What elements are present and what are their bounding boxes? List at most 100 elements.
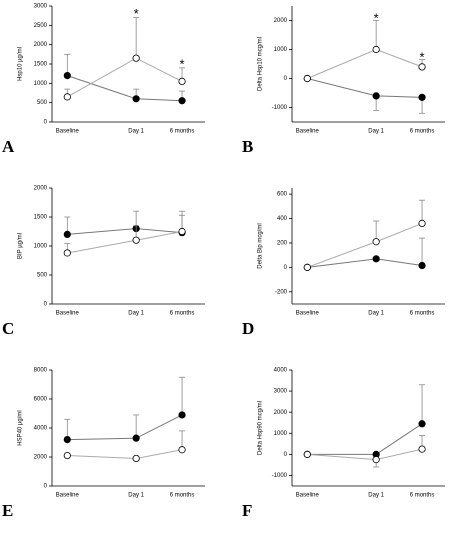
- annotation: *: [134, 6, 139, 21]
- marker: [132, 236, 140, 244]
- y-tick-label: 600: [277, 192, 288, 198]
- marker: [372, 255, 380, 263]
- series-line: [307, 78, 423, 98]
- x-tick-label: Day 1: [368, 493, 384, 499]
- y-tick-label: 2000: [34, 455, 48, 461]
- marker: [178, 77, 186, 86]
- y-tick-label: 0: [44, 484, 48, 490]
- panel-letter: F: [242, 501, 252, 520]
- x-tick-label: Day 1: [128, 311, 144, 317]
- marker: [132, 95, 140, 103]
- y-axis-label: BIP µg/ml: [18, 233, 24, 259]
- series-line: [67, 75, 183, 102]
- y-tick-label: 2000: [34, 186, 48, 192]
- y-tick-label: 500: [37, 273, 48, 279]
- series-line: [307, 222, 423, 268]
- marker: [303, 263, 311, 271]
- y-tick-label: 3000: [34, 4, 48, 10]
- y-axis-label: Delta Bip mcg/ml: [258, 223, 264, 268]
- x-tick-label: Day 1: [128, 493, 144, 499]
- y-axis-label: Hsp10 µg/ml: [18, 47, 24, 81]
- panel-letter: D: [242, 319, 254, 338]
- series-line: [67, 57, 183, 98]
- annotation: *: [420, 50, 425, 65]
- marker: [63, 249, 71, 257]
- x-tick-label: 6 months: [410, 311, 435, 317]
- y-tick-label: -200: [275, 289, 288, 295]
- x-tick-label: 6 months: [170, 311, 195, 317]
- marker: [418, 63, 426, 71]
- x-tick-label: 6 months: [170, 493, 195, 499]
- y-tick-label: 0: [284, 452, 288, 458]
- y-axis-label: Delta Hsp10 mcg/ml: [258, 37, 264, 91]
- marker: [372, 238, 380, 246]
- marker: [63, 230, 71, 238]
- y-tick-label: 2000: [274, 410, 288, 416]
- marker: [63, 451, 71, 460]
- y-tick-label: 200: [277, 241, 288, 247]
- marker: [372, 456, 380, 464]
- x-tick-label: Baseline: [56, 493, 80, 499]
- panel-letter: A: [2, 137, 15, 156]
- series-line: [67, 228, 183, 235]
- annotation: *: [374, 11, 379, 26]
- marker: [63, 435, 71, 444]
- x-tick-label: Baseline: [296, 129, 320, 135]
- marker: [178, 411, 186, 419]
- y-tick-label: 1000: [34, 244, 48, 250]
- marker: [303, 450, 311, 458]
- y-tick-label: 0: [284, 76, 288, 82]
- x-tick-label: Baseline: [296, 493, 320, 499]
- y-tick-label: 2000: [274, 18, 288, 24]
- marker: [132, 434, 140, 442]
- marker: [418, 420, 426, 428]
- series-line: [307, 258, 423, 268]
- panel-letter: C: [2, 319, 14, 338]
- series-line: [307, 423, 423, 455]
- y-tick-label: 2500: [34, 23, 48, 29]
- marker: [178, 446, 186, 454]
- marker: [418, 93, 426, 101]
- marker: [418, 219, 426, 228]
- series-line: [67, 231, 183, 254]
- x-tick-label: Day 1: [128, 129, 144, 135]
- y-tick-label: 1000: [274, 47, 288, 53]
- annotation: *: [180, 57, 185, 72]
- marker: [132, 54, 140, 62]
- y-tick-label: 4000: [274, 368, 288, 374]
- marker: [178, 227, 186, 236]
- marker: [303, 74, 311, 83]
- y-tick-label: 400: [277, 216, 288, 222]
- y-tick-label: 3000: [274, 389, 288, 395]
- y-tick-label: 0: [284, 265, 288, 271]
- x-tick-label: 6 months: [410, 493, 435, 499]
- y-tick-label: 0: [44, 302, 48, 308]
- marker: [132, 454, 140, 463]
- marker: [372, 45, 380, 54]
- marker: [63, 72, 71, 80]
- series-line: [307, 48, 423, 79]
- y-tick-label: 6000: [34, 397, 48, 403]
- y-tick-label: 8000: [34, 368, 48, 374]
- marker: [418, 445, 426, 453]
- marker: [178, 97, 186, 105]
- panel-letter: E: [2, 501, 13, 520]
- y-tick-label: 1500: [34, 215, 48, 221]
- y-tick-label: 1000: [274, 431, 288, 437]
- series-line: [67, 449, 183, 459]
- y-tick-label: 0: [44, 120, 48, 126]
- y-tick-label: -1000: [272, 473, 288, 479]
- y-tick-label: 1500: [34, 62, 48, 68]
- x-tick-label: 6 months: [410, 129, 435, 135]
- x-tick-label: Day 1: [368, 129, 384, 135]
- x-tick-label: Baseline: [56, 129, 80, 135]
- x-tick-label: Baseline: [56, 311, 80, 317]
- panel-letter: B: [242, 137, 253, 156]
- marker: [63, 93, 71, 101]
- x-tick-label: Day 1: [368, 311, 384, 317]
- y-tick-label: 2000: [34, 42, 48, 48]
- y-axis-label: HSP40 µg/ml: [18, 410, 24, 445]
- series-line: [67, 414, 183, 441]
- marker: [418, 261, 426, 270]
- y-tick-label: 500: [37, 100, 48, 106]
